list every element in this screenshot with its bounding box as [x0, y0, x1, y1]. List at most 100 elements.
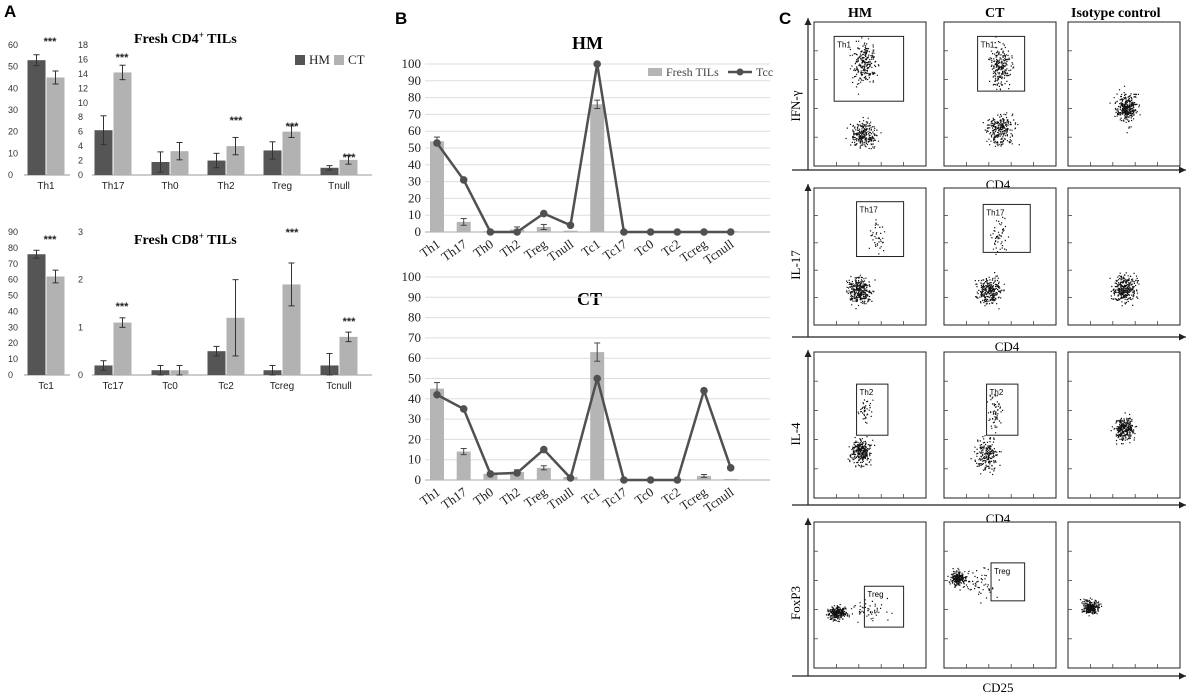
left-axis-tick: 10 [8, 148, 18, 158]
flow-plot-r1-c2: Th1 [943, 21, 1057, 167]
legend-label-tcc: Tcc [756, 65, 773, 79]
legend-label-fresh: Fresh TILs [666, 65, 719, 79]
y-axis-tick: 70 [408, 106, 421, 121]
flow-events [846, 219, 886, 310]
bar-Th1-CT [46, 77, 65, 175]
tcc-point-Th2 [513, 469, 521, 477]
category-label-Tc17: Tc17 [102, 381, 124, 392]
tcc-point-Th1 [433, 139, 441, 147]
fresh-bar-Tcreg [697, 475, 711, 480]
category-label-Th0: Th0 [470, 484, 496, 508]
y-axis-tick: 50 [408, 371, 421, 386]
tcc-point-Tc0 [646, 228, 655, 236]
category-label-Th2: Th2 [217, 181, 235, 192]
flow-gate-label: Th2 [990, 388, 1004, 397]
y-axis-tick: 70 [408, 330, 421, 345]
flow-plot-frame [1067, 521, 1181, 669]
bar-Th2-CT [226, 146, 245, 175]
flow-y-arrowhead [804, 184, 812, 191]
tcc-point-Tc1 [593, 60, 601, 68]
flow-x-arrowhead [1179, 166, 1186, 174]
flow-gate [833, 35, 905, 102]
left-axis-tick: 50 [8, 62, 18, 72]
tcc-line [436, 377, 732, 482]
flow-events [970, 394, 1004, 476]
bar-Tc2-HM [207, 351, 226, 375]
panel-c-flow-plots: HM CT Isotype control IFN-γ IL-17 IL-4 F… [788, 6, 1186, 695]
flow-ylabel-il17: IL-17 [788, 250, 803, 280]
category-label-Treg: Treg [272, 181, 292, 192]
flow-gate-label: Th2 [860, 388, 874, 397]
significance-marker: *** [116, 52, 130, 64]
significance-marker: *** [44, 234, 58, 246]
tcc-point-Tcreg [700, 228, 708, 236]
left-axis-tick: 50 [8, 291, 18, 301]
y-axis-tick: 30 [408, 174, 421, 189]
flow-plot-frame [813, 21, 927, 167]
legend-marker-tcc [736, 68, 744, 76]
right-axis-tick: 4 [78, 141, 83, 151]
flow-gate [856, 201, 905, 257]
bar-Th17-CT [113, 72, 132, 175]
b-legend: Fresh TILs Tcc [648, 65, 773, 79]
significance-marker: *** [286, 227, 300, 239]
legend-label-ct: CT [348, 52, 365, 67]
left-axis-tick: 80 [8, 243, 18, 253]
tcc-line [435, 62, 731, 234]
category-label-Treg: Treg [521, 484, 550, 510]
fresh-bar-Tnull [563, 230, 578, 232]
category-label-Tc2: Tc2 [218, 381, 234, 392]
category-label-Tc17: Tc17 [600, 484, 630, 511]
flow-col-header-ct: CT [985, 6, 1005, 21]
y-axis-tick: 20 [408, 431, 421, 446]
flow-y-arrowhead [804, 518, 812, 525]
bar-Th17-HM [94, 130, 113, 175]
flow-events [1110, 412, 1138, 445]
category-label-Tc1: Tc1 [578, 484, 602, 507]
category-label-Tc0: Tc0 [632, 484, 656, 507]
significance-marker: *** [343, 316, 357, 328]
significance-marker: *** [286, 121, 300, 133]
y-axis-tick: 80 [408, 310, 421, 325]
category-label-Tnull: Tnull [328, 181, 350, 192]
flow-plot-r2-c3 [1067, 187, 1181, 326]
flow-gate [977, 35, 1026, 92]
right-axis-tick: 18 [78, 40, 88, 50]
flow-x-arrowhead [1179, 501, 1186, 509]
left-axis-tick: 40 [8, 83, 18, 93]
tcc-point-Tc17 [620, 476, 628, 484]
left-axis-tick: 20 [8, 127, 18, 137]
left-axis-tick: 10 [8, 354, 18, 364]
legend-swatch-ct [334, 55, 344, 65]
fresh-bar-Treg [536, 467, 551, 480]
category-label-Tc0: Tc0 [632, 236, 656, 259]
flow-col-header-hm: HM [848, 6, 872, 21]
bar-Tc1-CT [46, 276, 65, 375]
left-axis-tick: 40 [8, 306, 18, 316]
right-axis-tick: 0 [78, 370, 83, 380]
flow-plot-r2-c1: Th17 [813, 187, 927, 326]
category-label-Th1: Th1 [417, 236, 443, 260]
y-axis-tick: 50 [408, 140, 421, 155]
flow-col-header-isotype: Isotype control [1071, 6, 1161, 21]
y-axis-tick: 0 [415, 224, 422, 239]
right-axis-tick: 2 [78, 156, 83, 166]
bar-Treg-HM [263, 150, 282, 175]
flow-y-arrowhead [804, 350, 812, 357]
flow-x-arrowhead [1179, 672, 1186, 680]
flow-plot-r4-c1: Treg [813, 521, 927, 669]
flow-plot-r2-c2: Th17 [943, 187, 1057, 326]
category-label-Treg: Treg [521, 236, 550, 262]
tcc-point-Th17 [459, 176, 468, 184]
flow-plot-frame [813, 521, 927, 669]
category-label-Tcnull: Tcnull [326, 381, 352, 392]
category-label-Th0: Th0 [161, 181, 179, 192]
bar-Th1-HM [27, 60, 46, 175]
left-axis-tick: 0 [8, 370, 13, 380]
y-axis-tick: 100 [402, 56, 422, 71]
y-axis-tick: 0 [415, 472, 422, 487]
flow-events [947, 567, 1000, 604]
flow-events [1109, 272, 1140, 307]
